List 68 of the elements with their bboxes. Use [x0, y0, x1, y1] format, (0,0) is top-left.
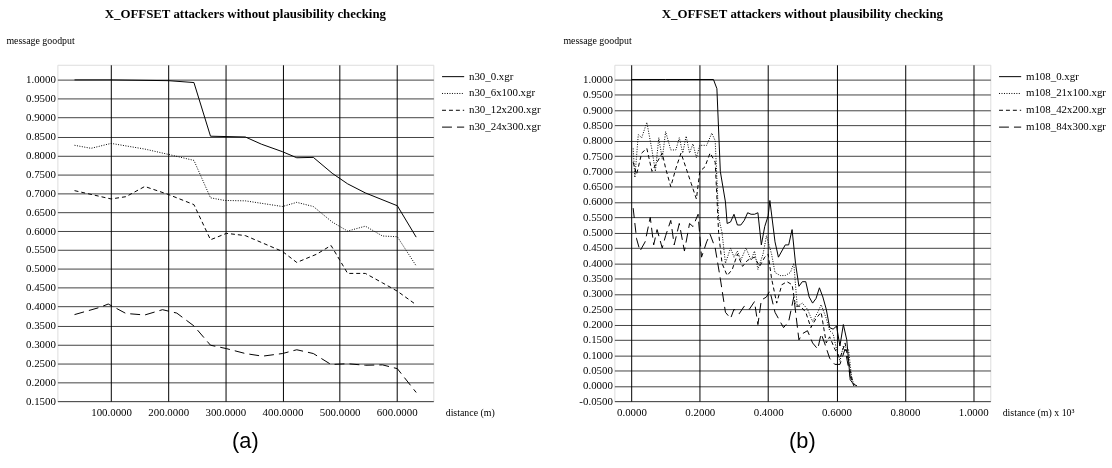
legend-label: n30_6x100.xgr	[468, 86, 536, 99]
y-tick-label: 0.6500	[582, 180, 614, 193]
y-tick-label: 0.4000	[582, 256, 614, 269]
y-tick-label: 0.4500	[25, 281, 57, 294]
y-tick-label: 0.1500	[25, 394, 57, 407]
text: (a)	[232, 427, 259, 453]
x-tick-label: 0.0000	[617, 406, 648, 419]
legend-label: n30_12x200.xgr	[468, 103, 541, 116]
y-tick-label: -0.0500	[579, 394, 614, 407]
y-tick-label: 0.1000	[582, 348, 614, 361]
y-tick-label: 0.0500	[582, 363, 614, 376]
y-tick-label: 0.3500	[25, 319, 57, 332]
x-tick-label: 1.0000	[958, 406, 990, 419]
x-tick-label: 0.8000	[890, 406, 921, 419]
y-axis-title: message goodput	[6, 34, 75, 46]
legend-label: m108_21x100.xgr	[1025, 86, 1107, 99]
y-tick-label: 0.5000	[25, 262, 57, 275]
y-tick-label: 0.6000	[25, 224, 57, 237]
y-tick-label: 0.3000	[582, 287, 614, 300]
chart-title: X_OFFSET attackers without plausibility checking	[104, 7, 387, 22]
y-tick-label: 0.4000	[25, 300, 57, 313]
x-tick-label: 200.0000	[148, 406, 190, 419]
y-tick-label: 0.0000	[582, 379, 614, 392]
legend-label: m108_0.xgr	[1025, 69, 1080, 82]
y-tick-label: 0.9000	[582, 103, 614, 116]
y-tick-label: 0.2000	[25, 375, 57, 388]
y-tick-label: 0.5500	[25, 243, 57, 256]
y-tick-label: 0.1500	[582, 333, 614, 346]
y-tick-label: 0.2000	[582, 318, 614, 331]
y-tick-label: 0.4500	[582, 241, 614, 254]
x-axis-title: distance (m) x 10³	[1002, 407, 1075, 420]
x-tick-label: 0.4000	[753, 406, 785, 419]
legend-label: m108_42x200.xgr	[1025, 103, 1107, 116]
y-tick-label: 0.8000	[25, 148, 57, 161]
x-tick-label: 0.6000	[822, 406, 853, 419]
y-tick-label: 0.8500	[25, 130, 57, 143]
y-tick-label: 0.7500	[582, 149, 614, 162]
x-tick-label: 300.0000	[205, 406, 247, 419]
x-tick-label: 400.0000	[262, 406, 304, 419]
x-tick-label: 0.2000	[685, 406, 716, 419]
y-tick-label: 0.8500	[582, 118, 614, 131]
y-tick-label: 0.7000	[25, 186, 57, 199]
y-tick-label: 0.9500	[25, 92, 57, 105]
y-tick-label: 0.5500	[582, 210, 614, 223]
legend-label: n30_0.xgr	[468, 69, 514, 82]
legend-label: n30_24x300.xgr	[468, 120, 541, 133]
y-tick-label: 0.7500	[25, 167, 57, 180]
y-tick-label: 0.6500	[25, 205, 57, 218]
y-axis-title: message goodput	[563, 34, 632, 46]
y-tick-label: 0.9000	[25, 111, 57, 124]
y-tick-label: 0.7000	[582, 164, 614, 177]
x-tick-label: 500.0000	[319, 406, 362, 419]
y-tick-label: 1.0000	[582, 72, 614, 85]
y-tick-label: 0.2500	[582, 302, 614, 315]
y-tick-label: 0.9500	[582, 88, 614, 101]
y-tick-label: 0.5000	[582, 226, 614, 239]
chart-title: X_OFFSET attackers without plausibility checking	[661, 7, 944, 22]
x-tick-label: 100.0000	[91, 406, 133, 419]
x-axis-title: distance (m)	[445, 407, 495, 420]
y-tick-label: 0.3000	[25, 337, 57, 350]
text: (b)	[789, 427, 816, 453]
y-tick-label: 0.6000	[582, 195, 614, 208]
legend-label: m108_84x300.xgr	[1025, 120, 1107, 133]
x-tick-label: 600.0000	[376, 406, 419, 419]
y-tick-label: 0.3500	[582, 272, 614, 285]
y-tick-label: 1.0000	[25, 73, 57, 86]
y-tick-label: 0.8000	[582, 134, 614, 147]
y-tick-label: 0.2500	[25, 356, 57, 369]
